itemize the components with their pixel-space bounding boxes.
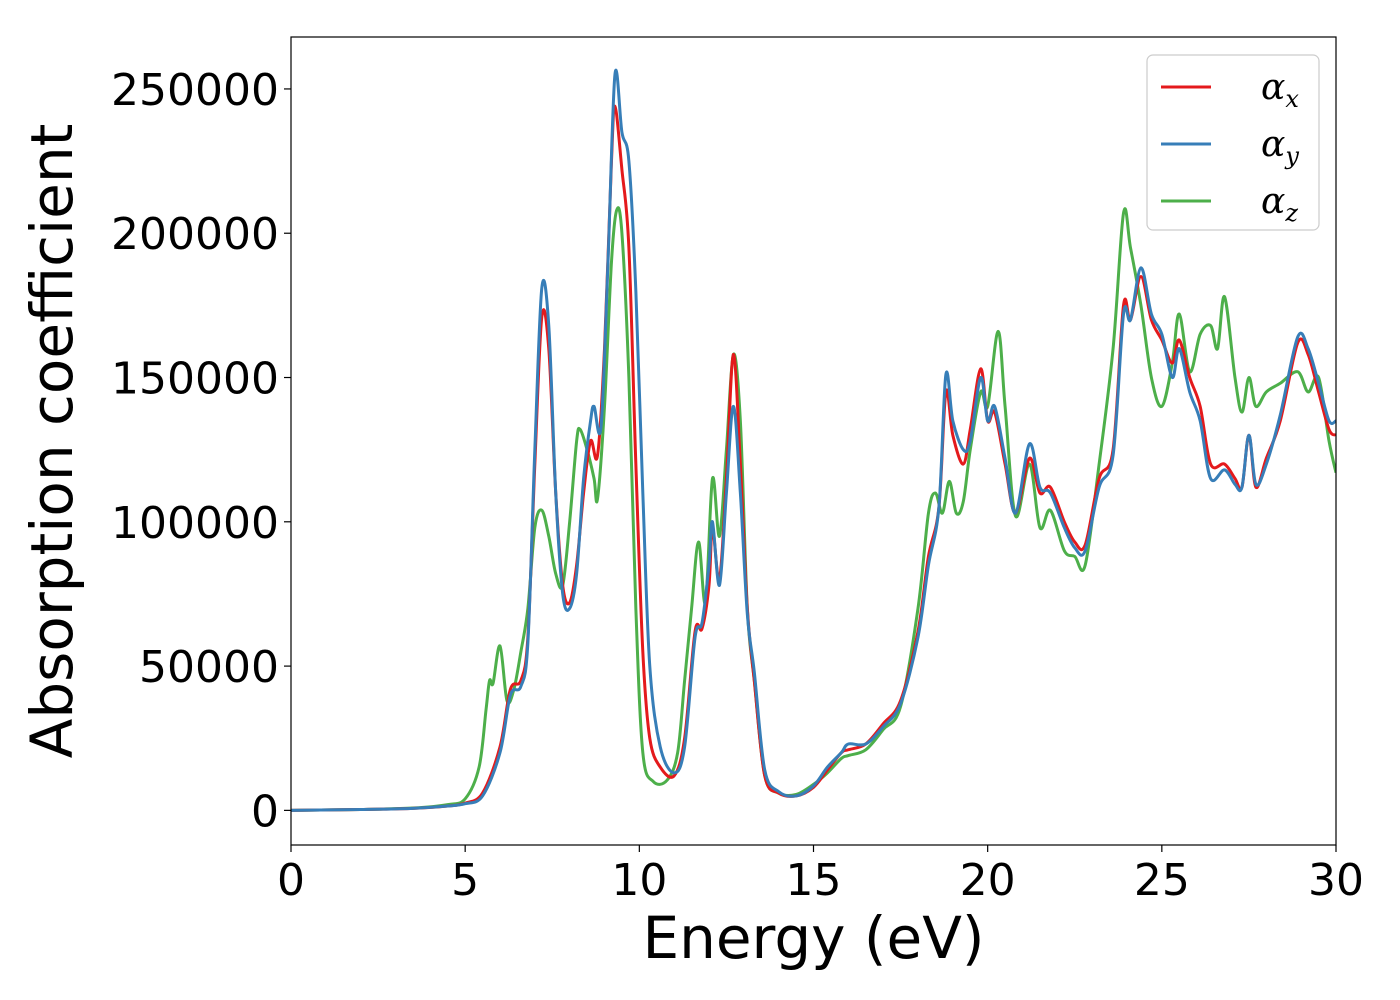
y-axis-title: Absorption coefficient xyxy=(18,124,86,759)
y-tick-label: 0 xyxy=(251,786,279,837)
y-tick-label: 200000 xyxy=(111,209,279,260)
legend-label-alpha-x: αx xyxy=(1261,67,1299,113)
legend-label-alpha-y: αy xyxy=(1261,124,1299,170)
y-axis-ticks: 0 50000 100000 150000 200000 250000 xyxy=(111,65,291,837)
legend: αx αy αz xyxy=(1146,54,1320,231)
y-tick-label: 50000 xyxy=(139,642,279,693)
legend-label-alpha-z: αz xyxy=(1261,181,1298,227)
x-axis-ticks: 0 5 10 15 20 25 30 xyxy=(277,845,1364,906)
x-tick-label: 20 xyxy=(960,855,1016,906)
series-line-alpha-y xyxy=(291,68,1336,812)
y-tick-label: 250000 xyxy=(111,65,279,116)
legend-box xyxy=(1146,54,1320,231)
x-tick-label: 0 xyxy=(277,855,305,906)
x-tick-label: 25 xyxy=(1134,855,1190,906)
series-layer xyxy=(291,68,1336,812)
x-tick-label: 5 xyxy=(451,855,479,906)
y-tick-label: 100000 xyxy=(111,498,279,549)
x-tick-label: 30 xyxy=(1308,855,1364,906)
x-tick-label: 15 xyxy=(786,855,842,906)
x-axis-title: Energy (eV) xyxy=(642,904,984,972)
y-tick-label: 150000 xyxy=(111,354,279,405)
x-tick-label: 10 xyxy=(611,855,667,906)
